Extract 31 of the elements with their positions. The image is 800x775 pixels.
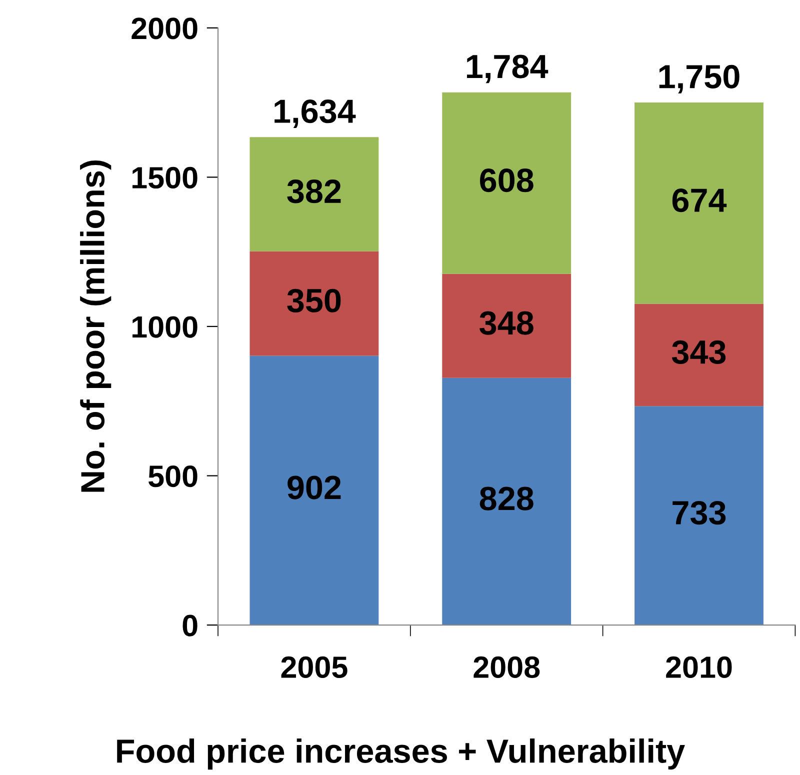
data-label: 608 <box>480 168 534 192</box>
y-axis-title: No. of poor (millions) <box>80 160 112 492</box>
x-axis-title: Food price increases + Vulnerability <box>117 738 685 770</box>
bar <box>250 137 379 252</box>
data-label: 348 <box>480 311 534 335</box>
bar <box>250 356 379 626</box>
data-label: 902 <box>288 476 341 500</box>
bar <box>634 304 764 406</box>
x-tick-label: 2008 <box>474 656 540 678</box>
total-label: 1,784 <box>466 54 548 84</box>
data-label: 733 <box>672 500 726 525</box>
y-tick-label: 0 <box>182 614 198 636</box>
total-label: 1,750 <box>659 64 740 94</box>
bar <box>250 251 379 356</box>
y-tick-label: 500 <box>148 465 198 488</box>
data-label: 828 <box>480 486 534 510</box>
y-tick-label: 2000 <box>132 18 198 40</box>
bar <box>634 102 764 304</box>
bar <box>442 378 572 626</box>
data-label: 674 <box>672 188 727 212</box>
total-label: 1,634 <box>274 100 356 128</box>
bar <box>634 406 764 626</box>
y-tick-label: 1500 <box>132 166 198 189</box>
data-label: 382 <box>287 180 341 204</box>
data-label: 343 <box>672 340 726 364</box>
x-tick-label: 2005 <box>281 656 348 678</box>
bar <box>442 274 572 378</box>
y-tick-label: 1000 <box>132 316 198 338</box>
bar <box>442 92 572 274</box>
x-tick-label: 2010 <box>666 656 732 678</box>
data-label: 350 <box>287 288 341 312</box>
